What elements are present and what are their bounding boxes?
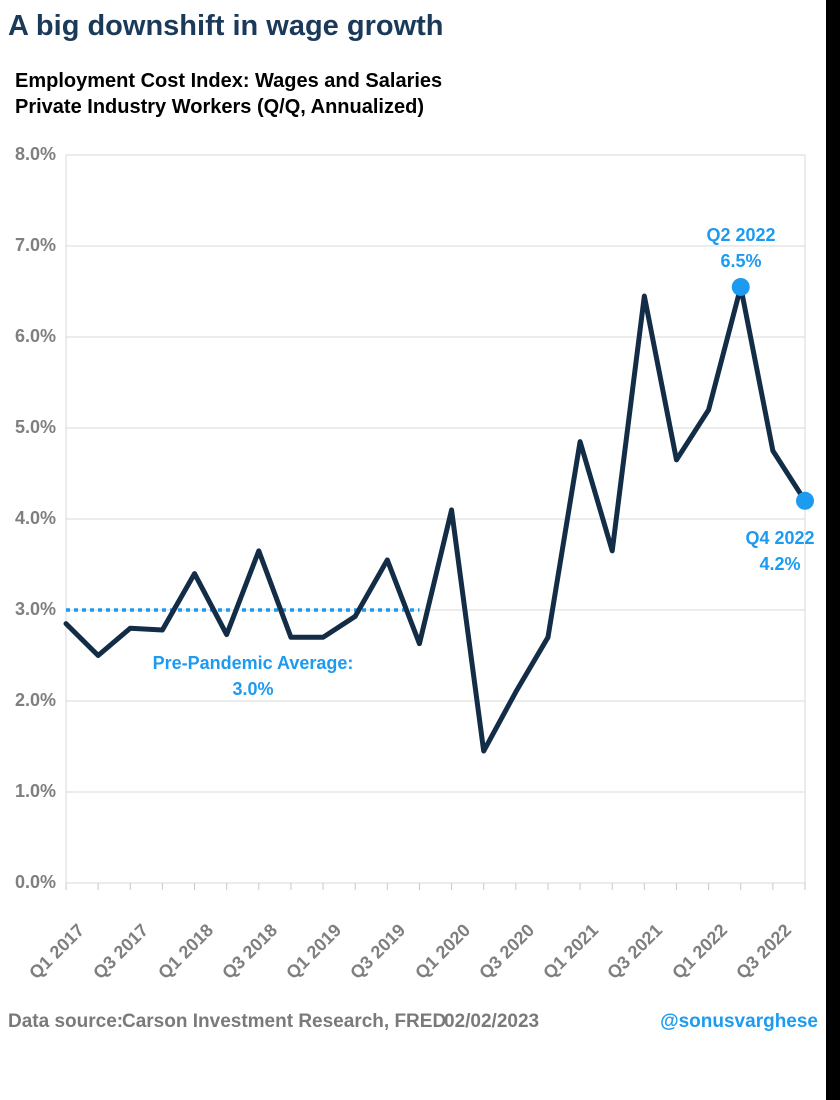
pre-pandemic-average-value: 3.0% (232, 679, 274, 699)
chart-subtitle-line1: Employment Cost Index: Wages and Salarie… (15, 70, 443, 92)
y-axis-label: 0.0% (14, 872, 56, 892)
y-axis-label: 2.0% (14, 690, 56, 710)
data-source-label: Data source: (8, 1011, 124, 1032)
q2-2022-annotation: Q2 2022 6.5% (661, 222, 821, 274)
page-title: A big downshift in wage growth (8, 10, 444, 42)
right-edge-bar (826, 0, 840, 1100)
y-axis-label: 4.0% (14, 508, 56, 528)
data-source-value: Carson Investment Research, FRED (122, 1011, 447, 1032)
y-axis-label: 1.0% (14, 781, 56, 801)
pre-pandemic-average-annotation: Pre-Pandemic Average: 3.0% (93, 650, 413, 702)
q4-2022-annotation: Q4 2022 4.2% (700, 525, 840, 577)
y-axis-label: 3.0% (14, 599, 56, 619)
footer-date: 02/02/2023 (444, 1011, 540, 1032)
pre-pandemic-average-label: Pre-Pandemic Average: (152, 653, 354, 673)
y-axis-label: 7.0% (14, 235, 56, 255)
data-point-marker (796, 491, 814, 510)
q4-2022-annotation-value: 4.2% (759, 554, 801, 574)
chart-subtitle-line2: Private Industry Workers (Q/Q, Annualize… (15, 96, 424, 118)
y-axis-label: 5.0% (14, 417, 56, 437)
wage-growth-line (63, 284, 808, 754)
twitter-handle: @sonusvarghese (660, 1011, 818, 1032)
chart-subtitle: Employment Cost Index: Wages and Salarie… (15, 68, 442, 120)
q4-2022-annotation-label: Q4 2022 (745, 528, 815, 548)
q2-2022-annotation-value: 6.5% (720, 251, 762, 271)
y-axis-label: 6.0% (14, 326, 56, 346)
q2-2022-annotation-label: Q2 2022 (706, 225, 776, 245)
y-axis-label: 8.0% (14, 144, 56, 164)
data-point-marker (731, 277, 750, 296)
plot-border (65, 154, 806, 884)
